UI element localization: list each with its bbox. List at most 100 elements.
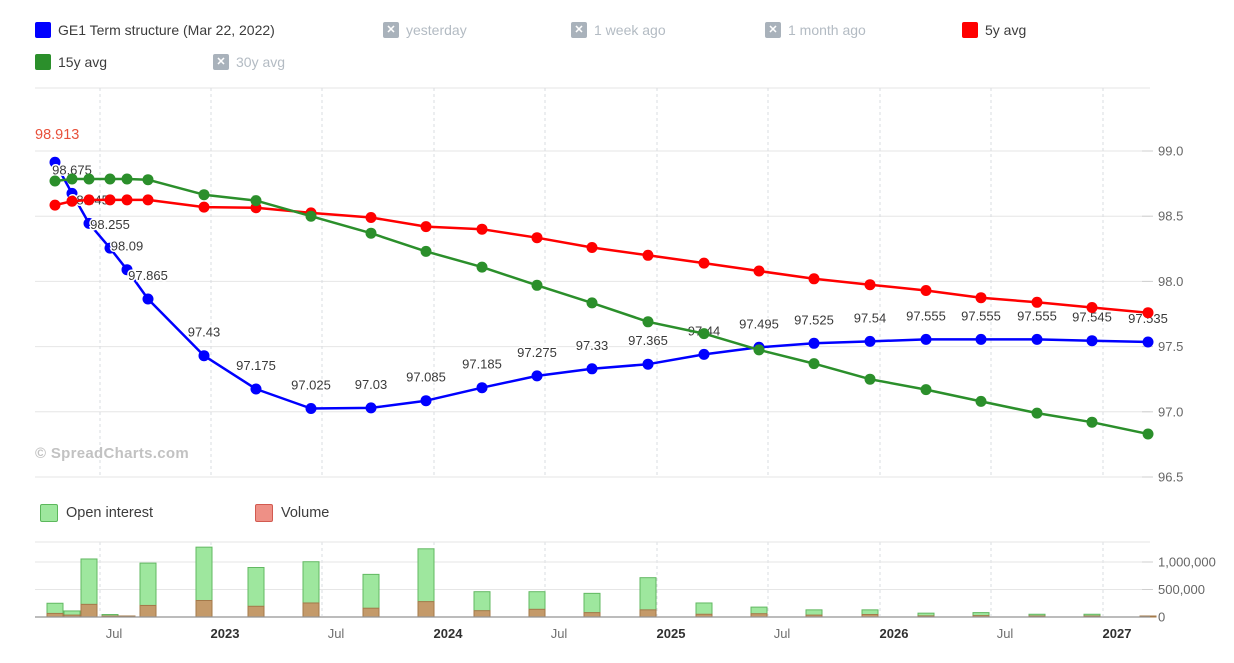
x-axis-label: 2023 [211,626,240,641]
data-label: 97.085 [406,370,446,385]
disabled-checkbox-icon[interactable]: ✕ [383,21,399,38]
x-axis-label: 2025 [657,626,686,641]
series-ge1-point [531,370,543,382]
series-ge1-point [250,383,262,395]
series-5y-avg-point [104,194,116,206]
legend-swatch-15y-avg[interactable] [35,53,51,70]
legend-label: 5y avg [985,21,1027,38]
legend-item-yesterday[interactable]: ✕ yesterday [383,21,467,38]
series-5y-avg-point [753,265,765,277]
series-5y-avg-point [121,194,133,206]
legend-item-5y-avg[interactable]: 5y avg [962,21,1026,38]
legend-swatch-open-interest[interactable] [40,504,58,522]
data-label: 97.535 [1128,311,1168,326]
series-5y-avg-point [1031,296,1043,308]
x-axis-label: 2024 [434,626,464,641]
series-15y-avg-point [49,175,61,187]
legend-item-open-interest[interactable]: Open interest [40,504,153,522]
x-axis-label: Jul [551,626,568,641]
watermark: © SpreadCharts.com [35,445,189,462]
series-15y-avg-point [753,344,765,356]
legend-item-volume[interactable]: Volume [255,504,329,522]
series-15y-avg-point [642,316,654,328]
x-axis-label: Jul [106,626,123,641]
series-5y-avg-point [586,242,598,253]
volume-bar [195,600,213,618]
disabled-checkbox-icon[interactable]: ✕ [571,21,587,38]
volume-bar [302,602,320,618]
legend-label: 1 week ago [594,21,666,38]
legend-item-30y-avg[interactable]: ✕ 30y avg [213,53,285,70]
data-label: 97.865 [128,268,168,283]
legend-item-15y-avg[interactable]: 15y avg [35,53,107,70]
disabled-checkbox-icon[interactable]: ✕ [213,53,229,70]
y-axis-label: 98.5 [1158,209,1183,224]
data-label: 97.185 [462,357,502,372]
disabled-checkbox-icon[interactable]: ✕ [765,21,781,38]
series-ge1-point [698,348,710,360]
series-15y-avg-point [476,261,488,273]
series-ge1-point [808,337,820,349]
series-15y-avg-line [53,177,1150,436]
data-label: 97.175 [236,358,276,373]
volume-axis-label: 0 [1158,610,1165,625]
legend-swatch-volume[interactable] [255,504,273,522]
series-15y-avg-point [1031,407,1043,419]
series-5y-avg-point [698,257,710,269]
data-label: 97.525 [794,312,834,327]
x-axis-label: 2026 [880,626,909,641]
series-5y-avg-point [1142,307,1154,319]
series-15y-avg-point [104,173,116,185]
series-ge1-point [586,363,598,375]
front-price-label: 98.913 [35,127,79,143]
series-ge1-point [1086,335,1098,347]
series-ge1-point [49,156,61,168]
legend-swatch-ge1-term-structure-mar-22-2022[interactable] [35,21,51,38]
volume-bar [139,604,157,618]
series-5y-avg-point [142,194,154,206]
series-ge1-point [104,242,116,254]
data-label: 97.555 [906,308,946,323]
series-5y-avg-point [83,194,95,206]
x-axis-label: 2027 [1103,626,1132,641]
series-5y-avg-point [198,201,210,213]
series-ge1-point [121,264,133,276]
legend-label: Volume [281,505,330,521]
legend-item-1-week-ago[interactable]: ✕ 1 week ago [571,21,666,38]
legend-item-1-month-ago[interactable]: ✕ 1 month ago [765,21,866,38]
series-15y-avg-point [808,358,820,370]
y-axis-label: 98.0 [1158,274,1183,289]
series-5y-avg-point [365,212,377,223]
series-ge1-point [142,293,154,305]
series-15y-avg-point [305,210,317,222]
legend-label: 15y avg [58,53,108,70]
legend-label: Open interest [66,505,154,521]
y-axis-label: 97.5 [1158,339,1183,354]
legend-item-ge1-term-structure-mar-22-2022[interactable]: GE1 Term structure (Mar 22, 2022) [35,21,275,38]
series-ge1-point [975,333,987,345]
series-ge1-point [83,217,95,229]
series-ge1-point [864,335,876,347]
data-label: 98.675 [52,162,92,177]
series-15y-avg-point [975,395,987,407]
series-5y-avg-point [476,223,488,235]
legend-label: GE1 Term structure (Mar 22, 2022) [58,21,275,38]
series-5y-avg-point [49,199,61,211]
data-label: 97.555 [961,308,1001,323]
legend-swatch-5y-avg[interactable] [962,21,978,38]
series-15y-avg-point [698,328,710,340]
data-label: 97.545 [1072,310,1112,325]
series-5y-avg-point [1086,302,1098,313]
data-label: 97.555 [1017,308,1057,323]
series-5y-avg-point [920,285,932,296]
series-15y-avg-point [365,227,377,239]
volume-bar [639,609,657,618]
legend-label: 1 month ago [788,21,866,38]
data-label: 97.025 [291,378,331,393]
series-15y-avg-point [1086,416,1098,428]
data-label: 97.365 [628,333,668,348]
series-5y-avg-point [864,279,876,291]
series-15y-avg-point [66,173,78,185]
x-axis-label: Jul [328,626,345,641]
